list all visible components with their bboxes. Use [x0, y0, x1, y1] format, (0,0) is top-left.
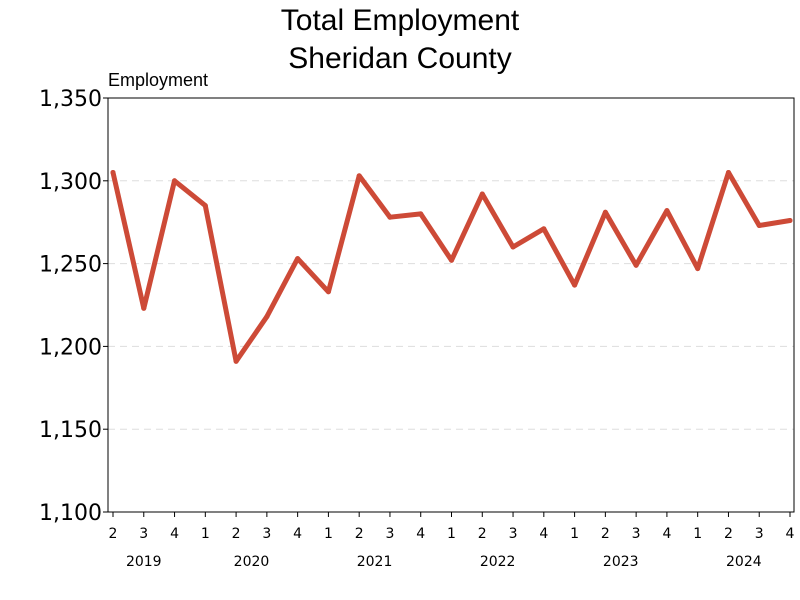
x-tick-label: 4: [786, 526, 795, 542]
data-point: [233, 358, 239, 364]
data-point: [387, 214, 393, 220]
x-tick-label: 1: [570, 526, 579, 542]
x-tick-label: 2: [232, 526, 241, 542]
y-axis-label: Employment: [108, 70, 208, 90]
x-tick-label: 4: [539, 526, 548, 542]
x-tick-label: 2: [601, 526, 610, 542]
data-point: [449, 257, 454, 263]
x-tick-label: 1: [447, 526, 456, 542]
x-tick-label: 4: [293, 526, 302, 542]
chart-title-line-1: Total Employment: [281, 4, 520, 37]
y-tick-label: 1,100: [39, 501, 102, 526]
x-tick-label: 1: [201, 526, 210, 542]
y-tick-label: 1,300: [39, 170, 102, 195]
year-labels: 2019 2020 2021 2022 2023 2024: [126, 554, 762, 570]
year-label: 2019: [126, 554, 162, 570]
data-point: [295, 256, 301, 262]
data-point: [602, 209, 608, 215]
data-point: [695, 266, 701, 272]
data-point: [202, 203, 208, 209]
year-label: 2021: [357, 554, 393, 570]
data-point: [418, 211, 424, 217]
x-tick-label: 1: [324, 526, 333, 542]
x-ticks: 2 3 4 1 2 3 4 1 2 3 4 1 2 3 4 1 2 3 4 1 2 3 4: [109, 512, 795, 542]
data-point: [264, 314, 270, 320]
series: [110, 170, 793, 364]
series-line: [110, 170, 793, 364]
data-point: [110, 170, 116, 176]
data-point: [479, 191, 485, 197]
data-point: [325, 289, 331, 295]
x-tick-label: 3: [139, 526, 148, 542]
x-tick-label: 3: [632, 526, 641, 542]
x-tick-label: 2: [724, 526, 733, 542]
chart-title-line-2: Sheridan County: [288, 42, 511, 75]
data-point: [633, 262, 639, 268]
data-point: [572, 282, 578, 288]
data-point: [541, 226, 547, 232]
data-point: [172, 178, 178, 184]
data-point: [141, 305, 147, 311]
x-tick-label: 4: [416, 526, 425, 542]
x-tick-label: 4: [662, 526, 671, 542]
y-tick-label: 1,250: [39, 253, 102, 278]
y-tick-label: 1,350: [39, 87, 102, 112]
data-point: [664, 208, 670, 214]
y-ticks: 1,100 1,150 1,200 1,250 1,300 1,350: [39, 87, 108, 526]
y-tick-label: 1,150: [39, 418, 102, 443]
x-tick-label: 2: [109, 526, 118, 542]
x-tick-label: 3: [755, 526, 764, 542]
year-label: 2022: [480, 554, 516, 570]
y-tick-label: 1,200: [39, 335, 102, 360]
year-label: 2020: [234, 554, 270, 570]
x-tick-label: 4: [170, 526, 179, 542]
data-point: [510, 244, 516, 250]
data-point: [787, 218, 793, 224]
x-tick-label: 3: [509, 526, 518, 542]
x-tick-label: 3: [385, 526, 394, 542]
grid-lines: [108, 180, 794, 430]
data-point: [756, 223, 762, 229]
year-label: 2024: [726, 554, 762, 570]
year-label: 2023: [603, 554, 639, 570]
data-point: [356, 173, 362, 179]
x-tick-label: 1: [693, 526, 702, 542]
data-point: [725, 170, 731, 176]
x-tick-label: 2: [478, 526, 487, 542]
x-tick-label: 3: [262, 526, 271, 542]
x-tick-label: 2: [355, 526, 364, 542]
plot-area-frame: [107, 97, 795, 513]
